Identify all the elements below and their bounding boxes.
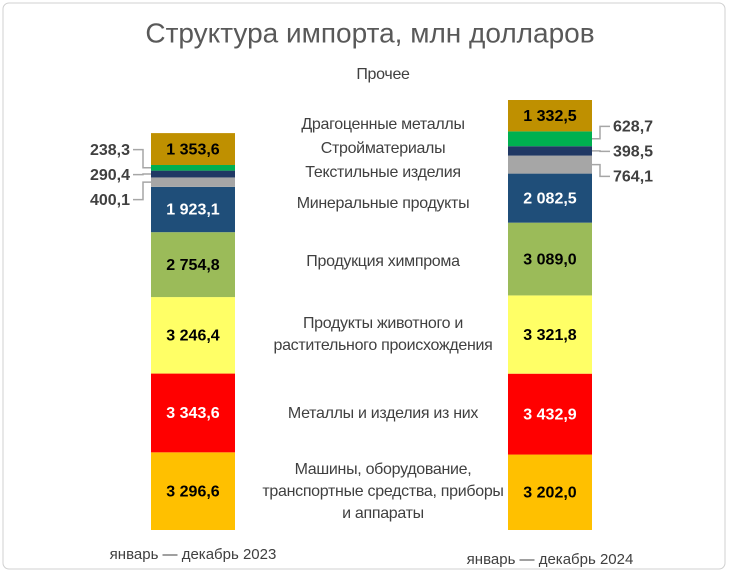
x-tick-label: январь — декабрь 2024 bbox=[467, 551, 634, 568]
value-label: 238,3 bbox=[90, 142, 130, 159]
legend-label: Машины, оборудование, транспортные средс… bbox=[262, 460, 504, 522]
value-label: 3 432,9 bbox=[523, 406, 576, 423]
x-tick-label: январь — декабрь 2023 bbox=[110, 546, 277, 563]
value-label: 3 296,6 bbox=[166, 483, 219, 500]
legend-label: Прочее bbox=[356, 66, 410, 83]
legend-label: Текстильные изделия bbox=[305, 164, 461, 182]
leader-line bbox=[592, 125, 610, 140]
legend-label: Драгоценные металлы bbox=[301, 116, 465, 134]
value-label: 1 332,5 bbox=[523, 108, 576, 125]
bar-segment bbox=[508, 173, 592, 223]
value-label: 628,7 bbox=[613, 119, 653, 136]
bar-segment bbox=[508, 295, 592, 374]
leader-line bbox=[133, 181, 151, 201]
legend-label: Продукция химпрома bbox=[306, 252, 460, 270]
value-label: 1 353,6 bbox=[166, 141, 219, 158]
legend-label: Продукты животного и растительного проис… bbox=[273, 314, 493, 354]
value-label: 3 089,0 bbox=[523, 251, 576, 268]
bar-segment bbox=[508, 100, 592, 132]
bar-segment bbox=[151, 170, 235, 178]
value-label: 1 923,1 bbox=[166, 202, 219, 219]
leader-line bbox=[592, 150, 610, 153]
bar-segment bbox=[151, 164, 235, 171]
bar-segment bbox=[151, 297, 235, 374]
bar-segment bbox=[508, 146, 592, 156]
value-label: 2 754,8 bbox=[166, 257, 219, 274]
bar-segment bbox=[508, 131, 592, 147]
bar-segment bbox=[151, 177, 235, 187]
bar-segment bbox=[151, 232, 235, 298]
bar-segment bbox=[508, 222, 592, 296]
value-label: 3 246,4 bbox=[166, 328, 219, 345]
legend-label: Стройматериалы bbox=[320, 140, 446, 158]
legend-label: Минеральные продукты bbox=[296, 194, 470, 212]
value-label: 3 202,0 bbox=[523, 485, 576, 502]
value-label: 290,4 bbox=[90, 167, 130, 184]
chart-title: Структура импорта, млн долларов bbox=[145, 17, 594, 48]
leader-line bbox=[592, 163, 610, 178]
value-label: 764,1 bbox=[613, 169, 653, 186]
value-label: 3 343,6 bbox=[166, 405, 219, 422]
bar-segment bbox=[151, 373, 235, 453]
value-label: 400,1 bbox=[90, 192, 130, 209]
bar-segment bbox=[508, 155, 592, 174]
bar-segment bbox=[151, 452, 235, 530]
value-label: 3 321,8 bbox=[523, 327, 576, 344]
bar-segment bbox=[151, 186, 235, 233]
value-label: 398,5 bbox=[613, 144, 653, 161]
leader-line bbox=[133, 148, 151, 169]
bar-segment bbox=[508, 454, 592, 530]
bar-segment bbox=[151, 133, 235, 165]
bar-segment bbox=[508, 373, 592, 455]
legend-label: Металлы и изделия из них bbox=[287, 404, 479, 422]
leader-line bbox=[133, 173, 151, 176]
value-label: 2 082,5 bbox=[523, 190, 576, 207]
